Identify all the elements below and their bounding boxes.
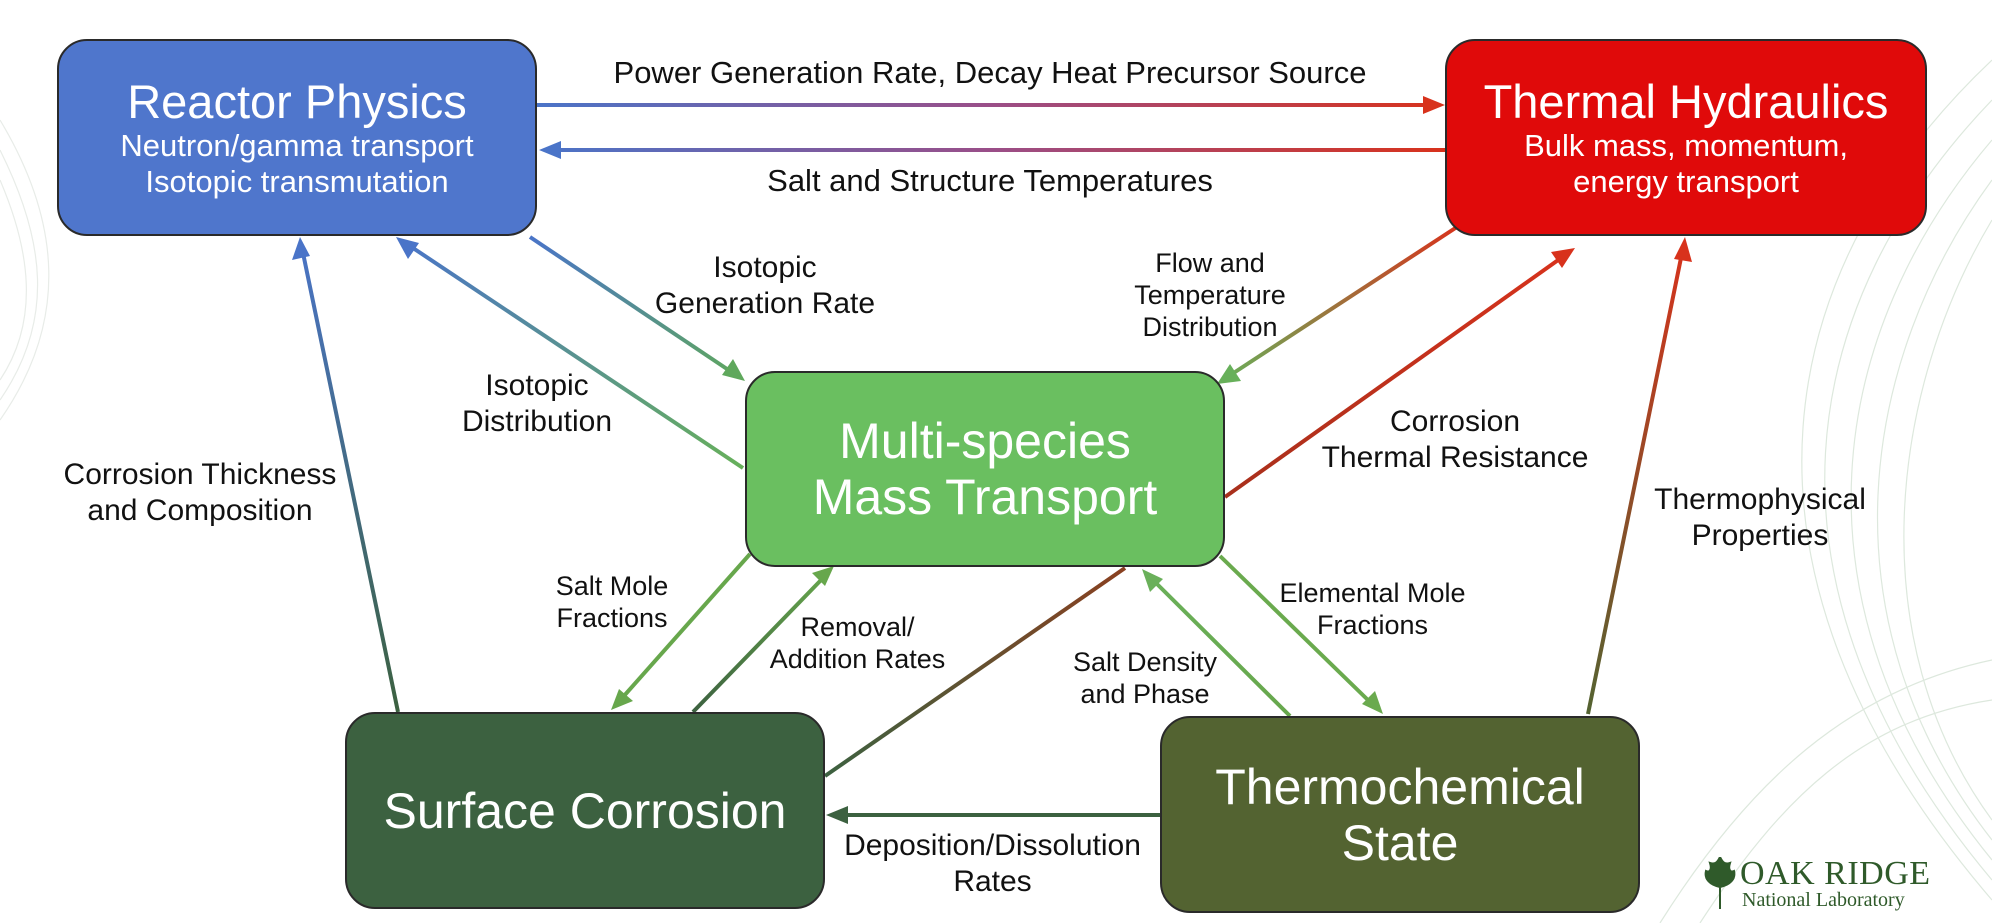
- label-power-generation-text: Power Generation Rate, Decay Heat Precur…: [613, 55, 1367, 90]
- arrow-th-to-rp: [539, 141, 1445, 159]
- label-deposition-dissolution-line1: Deposition/Dissolution: [844, 829, 1141, 862]
- label-removal-addition-rates: Removal/ Addition Rates: [745, 611, 970, 676]
- mass-transport-box: Multi-species Mass Transport: [745, 371, 1225, 567]
- thermochemical-state-line2: State: [1341, 814, 1459, 871]
- arrow-ts-to-mt: [1142, 569, 1292, 718]
- label-thermophysical-properties-line1: Thermophysical: [1654, 483, 1866, 516]
- label-removal-addition-line2: Addition Rates: [769, 644, 946, 675]
- label-salt-mole-fractions-line1: Salt Mole: [555, 571, 669, 601]
- logo-subtitle: National Laboratory: [1742, 889, 1905, 911]
- label-isotopic-distribution-line2: Distribution: [461, 405, 613, 438]
- label-flow-temperature-distribution: Flow and Temperature Distribution: [1110, 248, 1310, 344]
- label-salt-structure-temperatures: Salt and Structure Temperatures: [540, 162, 1440, 199]
- label-elemental-mole-fractions: Elemental Mole Fractions: [1255, 577, 1490, 642]
- arrow-ts-to-th: [1586, 237, 1692, 715]
- label-isotopic-distribution-line1: Isotopic: [485, 369, 589, 402]
- reactor-physics-line1: Neutron/gamma transport: [120, 128, 474, 164]
- arrow-mt-to-rp: [396, 237, 745, 470]
- label-elemental-mole-fractions-line1: Elemental Mole: [1279, 578, 1466, 608]
- arrow-th-to-mt: [1217, 223, 1462, 384]
- logo-name: OAK RIDGE: [1740, 855, 1931, 892]
- mass-transport-line2: Mass Transport: [812, 469, 1158, 525]
- arrow-mt-to-th: [1223, 248, 1575, 499]
- label-flow-temperature-line1: Flow and: [1155, 248, 1265, 278]
- label-isotopic-generation-line1: Isotopic: [713, 251, 817, 284]
- arrow-mt-to-ts: [1218, 554, 1383, 714]
- reactor-physics-title: Reactor Physics: [127, 74, 467, 128]
- label-flow-temperature-line3: Distribution: [1142, 311, 1278, 342]
- arrow-rp-to-mt: [528, 235, 745, 381]
- line-mt-to-sc: [823, 566, 1127, 778]
- surface-corrosion-title: Surface Corrosion: [383, 782, 787, 839]
- label-thermophysical-properties-line2: Properties: [1691, 519, 1829, 552]
- label-removal-addition-line1: Removal/: [800, 612, 915, 642]
- thermal-hydraulics-box: Thermal Hydraulics Bulk mass, momentum, …: [1445, 39, 1927, 236]
- label-corrosion-thermal-resistance-line2: Thermal Resistance: [1321, 441, 1589, 474]
- surface-corrosion-box: Surface Corrosion: [345, 712, 825, 909]
- label-corrosion-thickness-line2: and Composition: [87, 494, 313, 527]
- label-isotopic-distribution: Isotopic Distribution: [427, 368, 647, 440]
- arrow-sc-to-rp: [292, 237, 400, 713]
- label-thermophysical-properties: Thermophysical Properties: [1620, 482, 1900, 554]
- arrow-rp-to-th: [537, 96, 1445, 114]
- thermal-hydraulics-title: Thermal Hydraulics: [1483, 74, 1889, 128]
- label-salt-density-phase: Salt Density and Phase: [1045, 646, 1245, 711]
- label-deposition-dissolution-line2: Rates: [953, 865, 1032, 898]
- label-deposition-dissolution-rates: Deposition/Dissolution Rates: [825, 828, 1160, 900]
- oak-ridge-logo: OAK RIDGE National Laboratory: [1700, 855, 1930, 913]
- thermal-hydraulics-line1: Bulk mass, momentum,: [1524, 128, 1848, 164]
- background-swirl-left: [0, 119, 50, 421]
- label-isotopic-generation-rate: Isotopic Generation Rate: [620, 250, 910, 322]
- thermochemical-state-line1: Thermochemical: [1215, 758, 1585, 815]
- oak-leaf-icon: [1704, 857, 1736, 909]
- label-flow-temperature-line2: Temperature: [1134, 279, 1286, 310]
- label-corrosion-thickness-line1: Corrosion Thickness: [63, 458, 337, 491]
- thermochemical-state-box: Thermochemical State: [1160, 716, 1640, 913]
- arrow-sc-to-mt: [691, 566, 834, 714]
- label-corrosion-thermal-resistance-line1: Corrosion: [1389, 405, 1521, 438]
- label-salt-structure-temperatures-text: Salt and Structure Temperatures: [767, 163, 1213, 198]
- label-salt-density-phase-line1: Salt Density: [1072, 647, 1218, 677]
- label-salt-mole-fractions-line2: Fractions: [556, 603, 668, 634]
- label-corrosion-thickness-composition: Corrosion Thickness and Composition: [40, 457, 360, 529]
- arrow-ts-to-sc: [826, 806, 1160, 824]
- label-salt-density-phase-line2: and Phase: [1080, 679, 1210, 710]
- label-power-generation: Power Generation Rate, Decay Heat Precur…: [540, 54, 1440, 91]
- label-corrosion-thermal-resistance: Corrosion Thermal Resistance: [1290, 404, 1620, 476]
- thermal-hydraulics-line2: energy transport: [1573, 163, 1799, 199]
- reactor-physics-line2: Isotopic transmutation: [145, 163, 449, 199]
- label-salt-mole-fractions: Salt Mole Fractions: [522, 570, 702, 635]
- label-isotopic-generation-line2: Generation Rate: [654, 287, 876, 320]
- reactor-physics-box: Reactor Physics Neutron/gamma transport …: [57, 39, 537, 236]
- mass-transport-line1: Multi-species: [839, 413, 1131, 469]
- label-elemental-mole-fractions-line2: Fractions: [1316, 610, 1429, 641]
- arrow-mt-to-sc: [611, 552, 752, 710]
